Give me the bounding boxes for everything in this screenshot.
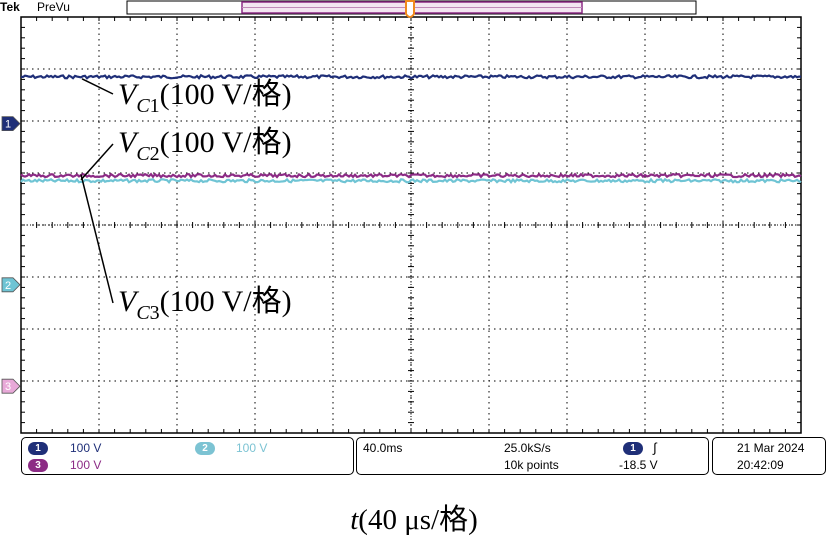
acquisition-mode: PreVu	[37, 0, 70, 14]
trace-label-vc3: VC3(100 V/格)	[118, 285, 292, 324]
trace-v-c3	[20, 172, 802, 179]
trigger-slope-icon: ∫	[653, 440, 657, 455]
trigger-position-icon	[405, 0, 415, 18]
leader-line-v-c1	[81, 78, 114, 95]
trace-v-c2	[20, 177, 802, 185]
ground-marker-arrow	[1, 378, 21, 394]
ground-marker-arrow	[1, 277, 21, 293]
ch2-badge[interactable]: 2	[195, 442, 215, 455]
ch2-scale: 100 V	[236, 441, 268, 455]
brand-logo: Tek	[0, 0, 20, 14]
trace-label-vc1: VC1(100 V/格)	[118, 78, 292, 117]
ch1-badge[interactable]: 1	[28, 442, 48, 455]
time: 20:42:09	[737, 458, 784, 472]
date: 21 Mar 2024	[737, 441, 805, 455]
x-axis-label: t(40 μs/格)	[350, 504, 478, 536]
ground-marker-ch1: 1	[1, 116, 21, 131]
ground-marker-number: 2	[5, 280, 11, 292]
ch3-scale: 100 V	[70, 458, 102, 472]
ground-marker-number: 3	[5, 381, 11, 393]
ground-marker-number: 1	[5, 119, 11, 131]
ground-marker-arrow	[1, 116, 21, 131]
ground-marker-ch3: 3	[1, 378, 21, 394]
acquisition-panel: 40.0ms 25.0kS/s 10k points 1 ∫ -18.5 V	[356, 437, 709, 475]
leader-line-v-c2	[80, 143, 114, 181]
datetime-panel: 21 Mar 2024 20:42:09	[712, 437, 826, 475]
record-length: 10k points	[504, 458, 559, 472]
trigger-level: -18.5 V	[619, 458, 658, 472]
channel-scale-panel: 1 100 V 2 100 V 3 100 V	[21, 437, 354, 475]
trigger-source-badge[interactable]: 1	[623, 442, 643, 455]
trace-label-vc2: VC2(100 V/格)	[118, 126, 292, 165]
ground-marker-ch2: 2	[1, 277, 21, 293]
ch1-scale: 100 V	[70, 441, 102, 455]
timebase: 40.0ms	[363, 441, 403, 455]
trace-v-c1	[20, 73, 802, 80]
sample-rate: 25.0kS/s	[504, 441, 551, 455]
ch3-badge[interactable]: 3	[28, 459, 48, 472]
leader-line-v-c3	[80, 174, 114, 304]
